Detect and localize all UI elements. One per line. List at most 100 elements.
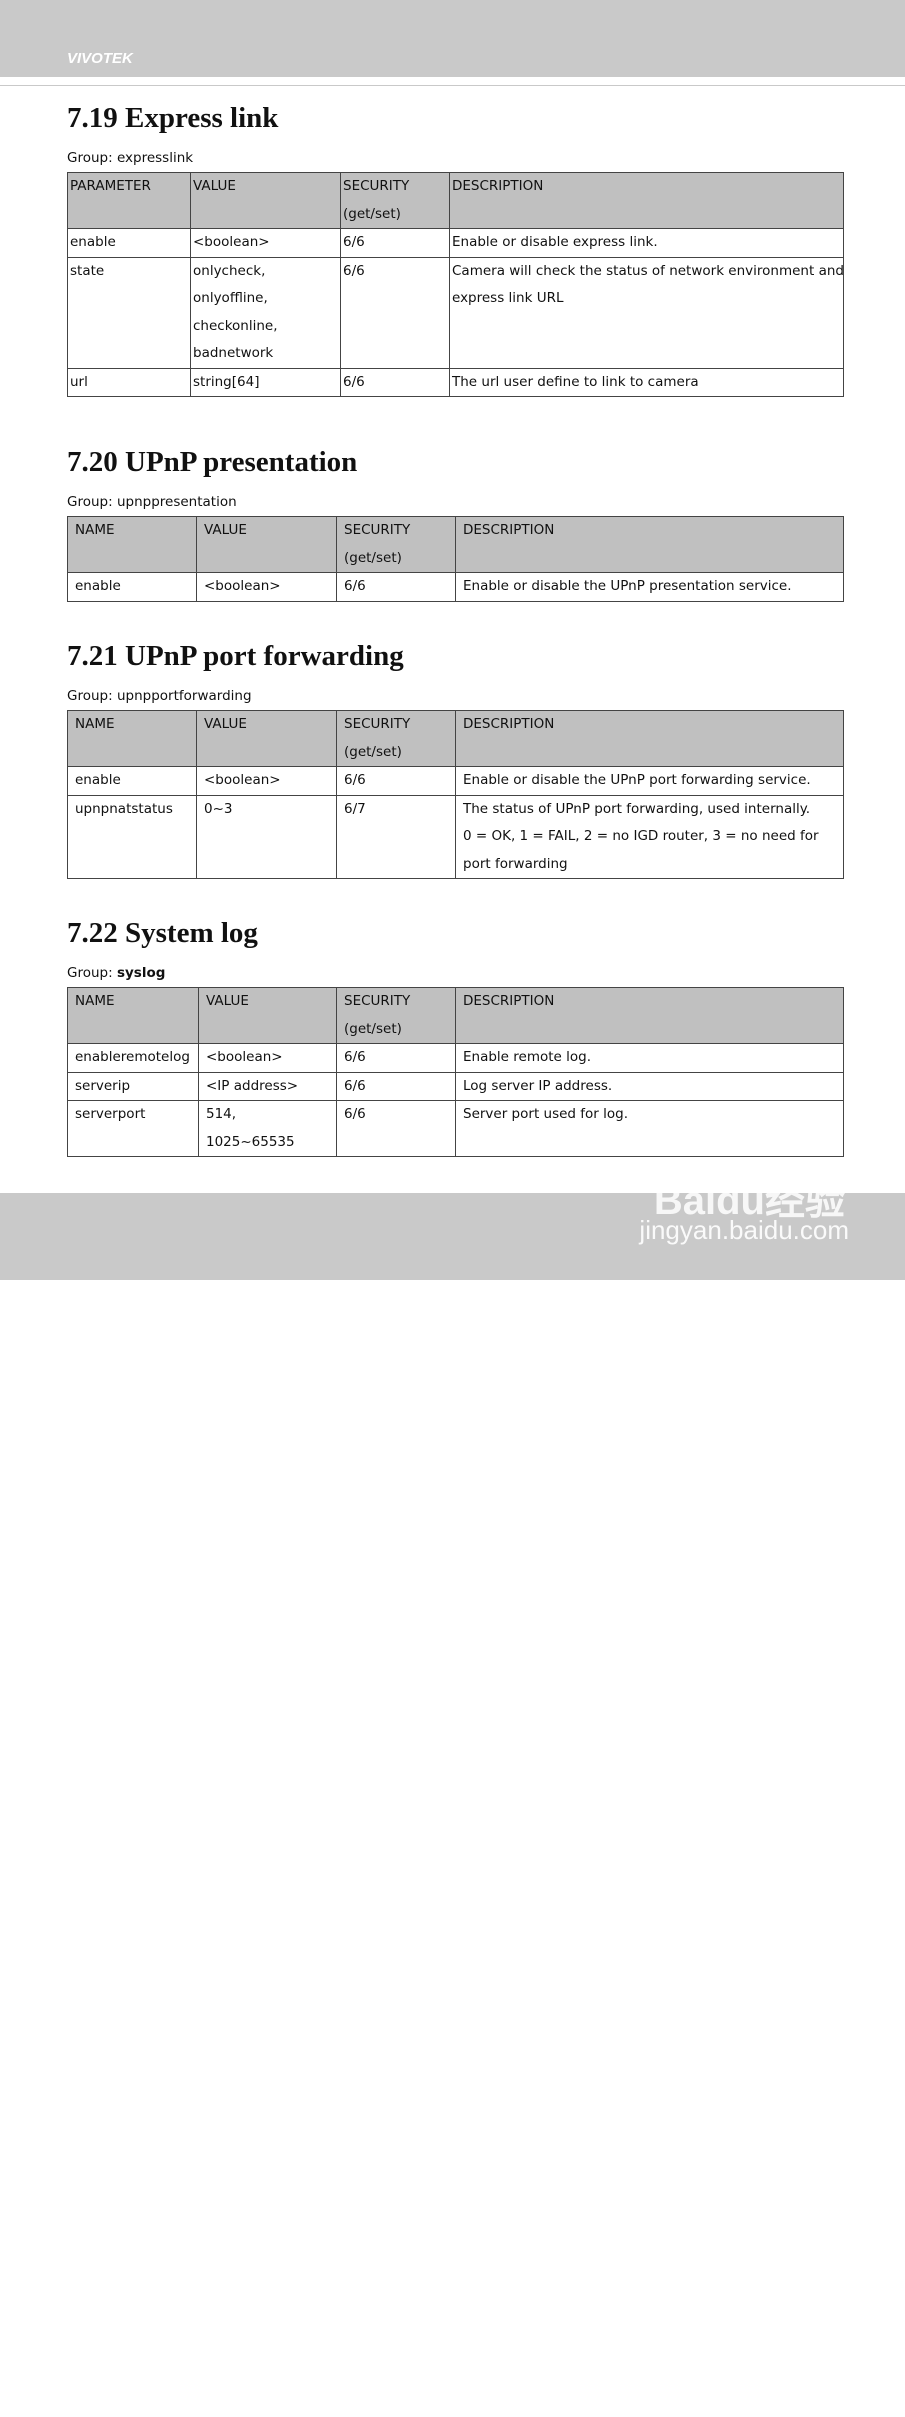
data-row: state onlycheck, onlyoffline, checkonline, b… bbox=[67, 256, 844, 369]
cell: string[64] bbox=[190, 367, 341, 397]
cell-line: (get/set) bbox=[344, 549, 402, 566]
group-label: Group: bbox=[67, 150, 113, 166]
cell: serverip bbox=[67, 1071, 199, 1101]
footer-band: 144 - User's Manual bbox=[0, 1193, 905, 2417]
data-row: url string[64] 6/6 The url user define to l… bbox=[67, 367, 844, 397]
cell: enableremotelog bbox=[67, 1043, 199, 1073]
parameter-table: PARAMETER VALUE SECURITY (get/set) DESCRIPTI… bbox=[67, 172, 844, 397]
cell: 6/6 bbox=[336, 572, 456, 602]
cell: onlycheck, onlyoffline, checkonline, badnet… bbox=[190, 256, 341, 369]
data-row: enable <boolean> 6/6 Enable or disable the … bbox=[67, 766, 844, 796]
cell-line: The status of UPnP port forwarding, used… bbox=[463, 800, 811, 817]
cell: 6/6 bbox=[340, 228, 450, 258]
brand: VIVOTEK bbox=[67, 50, 133, 67]
cell: state bbox=[67, 256, 191, 369]
cell: <boolean> bbox=[198, 1043, 337, 1073]
cell: VALUE bbox=[196, 710, 337, 767]
cell: DESCRIPTION bbox=[455, 516, 844, 573]
cell-line: badnetwork bbox=[193, 345, 274, 361]
section: 7.19 Express link Group: expresslink PARAM… bbox=[67, 100, 844, 397]
cell: DESCRIPTION bbox=[449, 172, 844, 229]
section-title: 7.22 System log bbox=[67, 917, 258, 949]
cell-line: onlycheck, bbox=[193, 262, 266, 279]
cell: 6/6 bbox=[336, 766, 456, 796]
group-label: Group: bbox=[67, 965, 113, 981]
header-rule bbox=[0, 85, 905, 86]
cell: SECURITY (get/set) bbox=[340, 172, 450, 229]
header-row: NAME VALUE SECURITY (get/set) DESCRIPTION bbox=[67, 987, 844, 1044]
cell: 6/6 bbox=[336, 1071, 456, 1101]
cell: Enable or disable express link. bbox=[449, 228, 844, 258]
cell: 0~3 bbox=[196, 794, 337, 879]
group-label: Group: bbox=[67, 688, 113, 704]
cell: Enable or disable the UPnP presentation … bbox=[455, 572, 844, 602]
cell: 514, 1025~65535 bbox=[198, 1100, 337, 1157]
section: 7.20 UPnP presentation Group: upnppresent… bbox=[67, 444, 844, 602]
section: 7.21 UPnP port forwarding Group: upnpport… bbox=[67, 638, 844, 879]
cell: url bbox=[67, 367, 191, 397]
cell: 6/6 bbox=[336, 1043, 456, 1073]
cell-line: SECURITY bbox=[344, 993, 411, 1009]
cell: serverport bbox=[67, 1100, 199, 1157]
cell: Enable remote log. bbox=[455, 1043, 844, 1073]
cell-line: SECURITY bbox=[343, 178, 410, 194]
group-label: Group: bbox=[67, 494, 113, 510]
cell: Server port used for log. bbox=[455, 1100, 844, 1157]
section-title: 7.19 Express link bbox=[67, 102, 279, 134]
table-body: NAME VALUE SECURITY (get/set) DESCRIPTION ena… bbox=[67, 710, 844, 879]
section-title: 7.21 UPnP port forwarding bbox=[67, 640, 404, 672]
table-body: NAME VALUE SECURITY (get/set) DESCRIPTION ena… bbox=[67, 987, 844, 1157]
cell: SECURITY (get/set) bbox=[336, 710, 456, 767]
cell: enable bbox=[67, 766, 197, 796]
group-line: Group: upnppresentation bbox=[67, 494, 843, 516]
group-name: syslog bbox=[116, 965, 166, 981]
cell-line: express link URL bbox=[452, 290, 564, 306]
table-body: NAME VALUE SECURITY (get/set) DESCRIPTION ena… bbox=[67, 516, 844, 602]
group-line: Group: upnpportforwarding bbox=[67, 688, 843, 710]
parameter-table: NAME VALUE SECURITY (get/set) DESCRIPTION ena… bbox=[67, 516, 844, 602]
data-row: serverip <IP address> 6/6 Log server IP add… bbox=[67, 1071, 844, 1101]
cell: NAME bbox=[67, 516, 197, 573]
cell: enable bbox=[67, 228, 191, 258]
cell: NAME bbox=[67, 710, 197, 767]
cell: enable bbox=[67, 572, 197, 602]
cell-line: 1025~65535 bbox=[206, 1133, 295, 1150]
cell-line: 0 = OK, 1 = FAIL, 2 = no IGD router, 3 =… bbox=[463, 828, 819, 844]
cell: DESCRIPTION bbox=[455, 710, 844, 767]
cell: <boolean> bbox=[196, 572, 337, 602]
group-line: Group: syslog bbox=[67, 965, 843, 987]
cell: <boolean> bbox=[190, 228, 341, 258]
parameter-table: NAME VALUE SECURITY (get/set) DESCRIPTION ena… bbox=[67, 710, 844, 879]
cell: Enable or disable the UPnP port forwardi… bbox=[455, 766, 844, 796]
cell: SECURITY (get/set) bbox=[336, 987, 456, 1044]
cell: VALUE bbox=[198, 987, 337, 1044]
cell: SECURITY (get/set) bbox=[336, 516, 456, 573]
cell: The url user define to link to camera bbox=[449, 367, 844, 397]
header-row: NAME VALUE SECURITY (get/set) DESCRIPTION bbox=[67, 516, 844, 573]
header-band: VIVOTEK bbox=[0, 0, 905, 77]
cell: 6/6 bbox=[340, 256, 450, 369]
cell: Camera will check the status of network … bbox=[449, 256, 844, 369]
group-name: upnpportforwarding bbox=[116, 688, 252, 704]
cell-line: SECURITY bbox=[344, 522, 411, 538]
cell-line: SECURITY bbox=[344, 716, 411, 732]
cell: <IP address> bbox=[198, 1071, 337, 1101]
cell: upnpnatstatus bbox=[67, 794, 197, 879]
cell-line: Camera will check the status of network … bbox=[452, 262, 844, 279]
data-row: serverport 514, 1025~65535 6/6 Server port u… bbox=[67, 1100, 844, 1157]
header-row: PARAMETER VALUE SECURITY (get/set) DESCRIPTI… bbox=[67, 172, 844, 229]
data-row: enable <boolean> 6/6 Enable or disable expr… bbox=[67, 228, 844, 258]
header-row: NAME VALUE SECURITY (get/set) DESCRIPTION bbox=[67, 710, 844, 767]
data-row: upnpnatstatus 0~3 6/7 The status of UPnP po… bbox=[67, 794, 844, 879]
cell: Log server IP address. bbox=[455, 1071, 844, 1101]
cell: The status of UPnP port forwarding, used… bbox=[455, 794, 844, 879]
cell: NAME bbox=[67, 987, 199, 1044]
cell: <boolean> bbox=[196, 766, 337, 796]
cell: PARAMETER bbox=[67, 172, 191, 229]
cell-line: checkonline, bbox=[193, 317, 278, 334]
group-name: upnppresentation bbox=[116, 494, 237, 510]
page: VIVOTEK 7.19 Express link Group: expressl… bbox=[0, 0, 905, 1280]
watermark-brand: Baidu经验 bbox=[653, 1179, 845, 1223]
cell-line: port forwarding bbox=[463, 855, 568, 872]
table-body: PARAMETER VALUE SECURITY (get/set) DESCRIPTI… bbox=[67, 172, 844, 397]
